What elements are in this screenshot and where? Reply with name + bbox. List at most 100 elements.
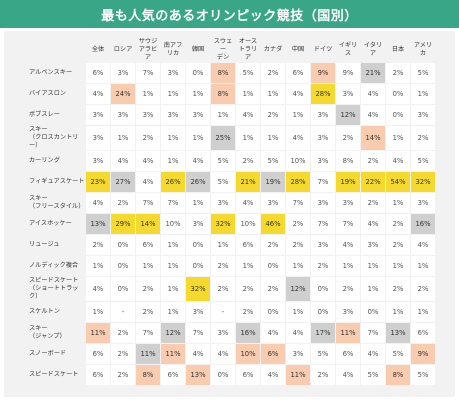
table-cell: 9% — [336, 63, 360, 83]
table-cell: 6% — [136, 235, 160, 255]
table-cell: 0% — [111, 256, 135, 276]
row-label: スノーボード — [29, 350, 67, 357]
table-cell: 8% — [136, 365, 160, 385]
table-cell: 13% — [86, 214, 110, 234]
table-cell: 11% — [336, 323, 360, 343]
table-cell: 0% — [211, 365, 235, 385]
table-cell: 6% — [86, 365, 110, 385]
table-cell: 12% — [161, 323, 185, 343]
table-cell: 4% — [286, 126, 310, 150]
table-cell: 2% — [361, 151, 385, 171]
table-cell: 7% — [136, 63, 160, 83]
table-cell: 9% — [311, 63, 335, 83]
column-header: ロシア — [113, 46, 133, 53]
table-cell: - — [111, 302, 135, 322]
table-cell: 4% — [111, 151, 135, 171]
table-cell: 7% — [286, 193, 310, 213]
table-cell: 3% — [86, 151, 110, 171]
table-cell: 26% — [186, 172, 210, 192]
table-cell: 8% — [386, 365, 410, 385]
table-cell: 2% — [136, 277, 160, 301]
table-cell: 3% — [211, 323, 235, 343]
table-cell: 1% — [161, 126, 185, 150]
table-cell: 5% — [411, 63, 435, 83]
table-cell: 1% — [186, 193, 210, 213]
table-cell: 4% — [261, 323, 285, 343]
table-cell: 16% — [411, 214, 435, 234]
row-label: スピードスケート — [29, 371, 79, 378]
table-cell: 3% — [311, 193, 335, 213]
table-cell: 28% — [311, 84, 335, 104]
table-cell: 11% — [86, 323, 110, 343]
table-cell: 2% — [111, 193, 135, 213]
table-cell: 26% — [161, 172, 185, 192]
table-cell: 1% — [261, 84, 285, 104]
table-cell: 5% — [311, 344, 335, 364]
table-cell: 1% — [211, 235, 235, 255]
table-cell: 2% — [411, 126, 435, 150]
table-cell: 32% — [186, 277, 210, 301]
table-cell: 5% — [211, 172, 235, 192]
column-header: 日本 — [391, 46, 405, 53]
table-cell: 0% — [261, 302, 285, 322]
table-cell: 6% — [411, 323, 435, 343]
table-cell: 0% — [186, 235, 210, 255]
table-cell: 4% — [86, 84, 110, 104]
table-cell: 29% — [111, 214, 135, 234]
table-cell: 2% — [261, 277, 285, 301]
row-label: アイスホッケー — [29, 220, 72, 227]
table-row: スキー （クロスカントリー） 3% 1% 2% 1% 1% 25% 1% 1% 4% 3% 2% 14% 1… — [27, 126, 435, 150]
table-cell: 2% — [86, 235, 110, 255]
table-cell: 3% — [211, 193, 235, 213]
row-label: スキー （フリースタイル） — [29, 195, 85, 210]
table-cell: 2% — [136, 302, 160, 322]
table-cell: 11% — [136, 344, 160, 364]
table-cell: 0% — [386, 105, 410, 125]
table-cell: 4% — [286, 84, 310, 104]
table-cell: 14% — [136, 214, 160, 234]
table-cell: 3% — [411, 105, 435, 125]
header-row: 全体 ロシア サウジ アラビア 南アフ リカ 韓国 スウェー デン オース トラリア カナダ 中国 ドイツ… — [27, 38, 435, 62]
table-cell: 1% — [286, 105, 310, 125]
table-cell: 1% — [86, 256, 110, 276]
table-cell: 1% — [186, 84, 210, 104]
table-cell: 1% — [161, 277, 185, 301]
table-cell: 0% — [111, 277, 135, 301]
table-cell: 4% — [186, 344, 210, 364]
table-cell: 9% — [411, 344, 435, 364]
table-cell: 4% — [386, 151, 410, 171]
column-header: スウェー デン — [213, 38, 233, 61]
table-cell: 2% — [236, 151, 260, 171]
table-panel: 全体 ロシア サウジ アラビア 南アフ リカ 韓国 スウェー デン オース トラリア カナダ 中国 ドイツ… — [4, 31, 455, 397]
table-cell: 1% — [161, 84, 185, 104]
table-cell: 2% — [111, 365, 135, 385]
table-cell: 5% — [361, 365, 385, 385]
table-cell: 11% — [161, 344, 185, 364]
table-cell: 4% — [336, 365, 360, 385]
table-cell: 3% — [286, 344, 310, 364]
table-cell: 5% — [411, 151, 435, 171]
table-cell: 6% — [86, 63, 110, 83]
row-label: カーリング — [29, 157, 60, 164]
table-cell: 4% — [286, 323, 310, 343]
column-header: イギリス — [338, 42, 358, 57]
table-cell: 3% — [411, 193, 435, 213]
column-header: サウジ アラビア — [138, 38, 158, 61]
table-cell: 2% — [386, 63, 410, 83]
table-cell: 1% — [111, 126, 135, 150]
table-cell: 2% — [236, 277, 260, 301]
table-row: アイスホッケー 13% 29% 14% 10% 3% 32% 10% 46% 2% 7% 7% 4% 2%… — [27, 214, 435, 234]
table-cell: 3% — [161, 63, 185, 83]
table-cell: 4% — [361, 84, 385, 104]
table-cell: 2% — [411, 277, 435, 301]
table-cell: 2% — [336, 277, 360, 301]
table-cell: 8% — [211, 63, 235, 83]
table-cell: 10% — [236, 344, 260, 364]
table-cell: 2% — [361, 193, 385, 213]
table-row: バイアスロン 4% 24% 1% 1% 1% 8% 1% 1% 4% 28% 3% 4% 0% 1% — [27, 84, 435, 104]
table-cell: 1% — [136, 256, 160, 276]
table-cell: 13% — [386, 323, 410, 343]
table-cell: 14% — [361, 126, 385, 150]
table-cell: 28% — [286, 172, 310, 192]
table-cell: 24% — [111, 84, 135, 104]
